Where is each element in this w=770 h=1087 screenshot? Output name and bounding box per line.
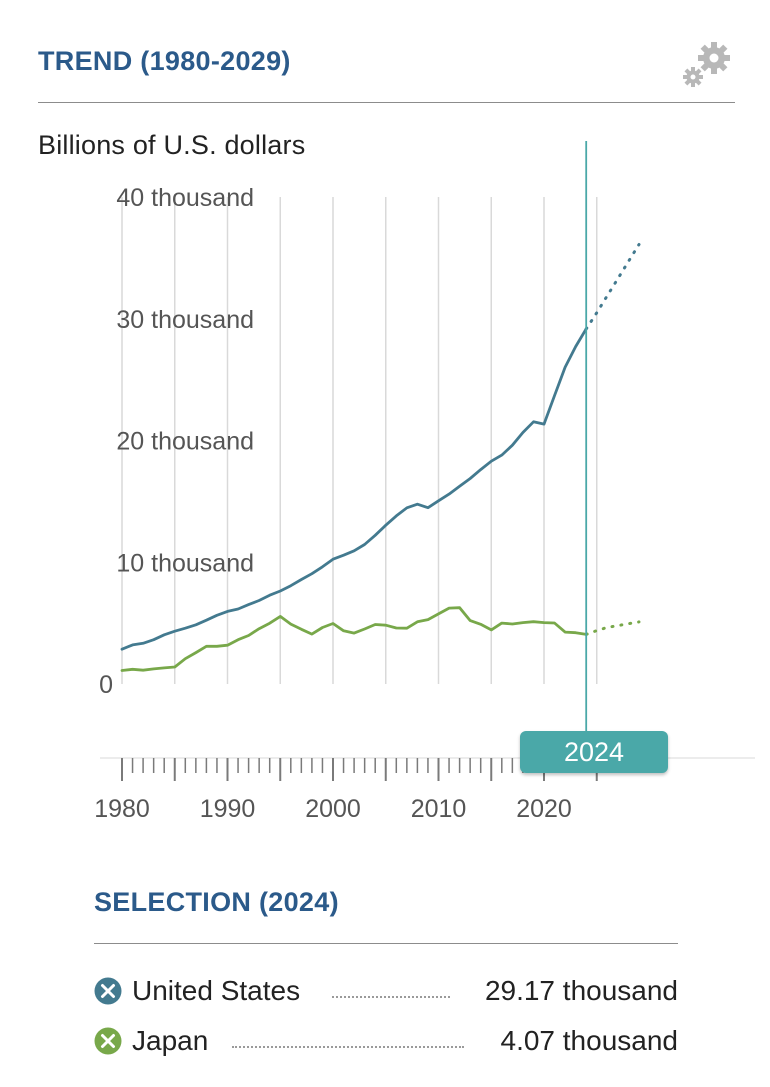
- x-axis: 1980 1990 2000 2010 2020: [94, 757, 755, 823]
- y-tick-label: 0: [99, 671, 113, 699]
- y-tick-label: 40 thousand: [116, 184, 254, 212]
- x-tick-label: 2020: [516, 795, 572, 823]
- remove-series-icon[interactable]: [94, 977, 122, 1005]
- selection-header: SELECTION (2024): [94, 883, 678, 944]
- trend-chart: 0 10 thousand 20 thousand 30 thousand 40 tho…: [94, 141, 755, 823]
- y-tick-label: 20 thousand: [116, 428, 254, 456]
- series-lines: [120, 243, 641, 672]
- legend-leader: [232, 1046, 464, 1048]
- gears-icon[interactable]: [681, 40, 733, 88]
- y-tick-label: 10 thousand: [116, 549, 254, 577]
- y-tick-label: 30 thousand: [116, 306, 254, 334]
- series-line: [120, 606, 588, 672]
- legend-item-united-states: United States 29.17 thousand: [94, 975, 678, 1011]
- legend-item-japan: Japan 4.07 thousand: [94, 1025, 678, 1061]
- x-tick-label: 2000: [305, 795, 361, 823]
- legend-item-name: Japan: [132, 1025, 209, 1056]
- remove-series-icon[interactable]: [94, 1027, 122, 1055]
- series-projection: [584, 243, 641, 331]
- selection-title: SELECTION (2024): [94, 887, 339, 917]
- trend-title: TREND (1980-2029): [38, 46, 291, 76]
- y-axis-unit-label: Billions of U.S. dollars: [38, 130, 306, 160]
- legend-item-value: 4.07 thousand: [500, 1025, 679, 1056]
- selected-year-badge[interactable]: 2024: [520, 731, 668, 773]
- trend-header: TREND (1980-2029): [38, 40, 735, 103]
- y-tick-labels: 0 10 thousand 20 thousand 30 thousand 40 tho…: [99, 184, 254, 699]
- legend-item-name: United States: [132, 975, 301, 1006]
- x-tick-label: 1980: [94, 795, 150, 823]
- series-projection: [584, 620, 641, 636]
- x-tick-label: 2010: [411, 795, 467, 823]
- grid-layer: [121, 197, 598, 684]
- legend-item-value: 29.17 thousand: [484, 975, 678, 1006]
- x-tick-label: 1990: [200, 795, 256, 823]
- legend-leader: [332, 996, 450, 998]
- series-line: [120, 327, 588, 651]
